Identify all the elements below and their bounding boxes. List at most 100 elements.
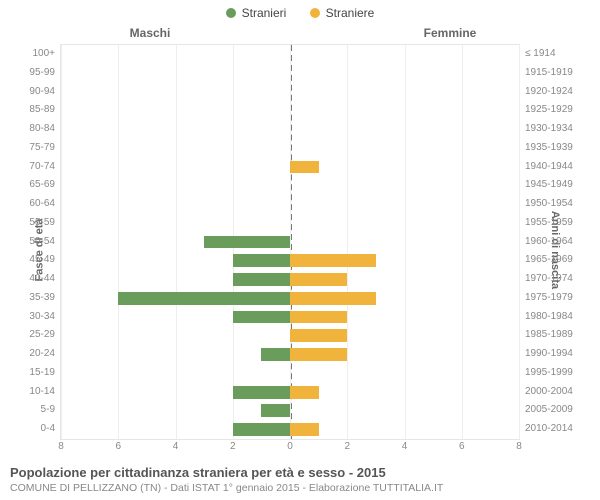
y-tick-age: 35-39 xyxy=(29,289,61,308)
y-tick-age: 45-49 xyxy=(29,251,61,270)
legend-item-female: Straniere xyxy=(310,6,375,20)
x-tick-label: 2 xyxy=(223,439,243,452)
x-tick-label: 4 xyxy=(166,439,186,452)
legend-dot-female-icon xyxy=(310,8,320,18)
legend-label-male: Stranieri xyxy=(242,6,287,20)
x-tick-label: 8 xyxy=(509,439,529,452)
y-tick-age: 95-99 xyxy=(29,64,61,83)
y-tick-age: 5-9 xyxy=(41,401,61,420)
y-tick-age: 85-89 xyxy=(29,101,61,120)
y-tick-years: 1940-1944 xyxy=(519,158,573,177)
y-tick-age: 55-59 xyxy=(29,214,61,233)
y-tick-age: 60-64 xyxy=(29,195,61,214)
bar-male xyxy=(233,254,290,267)
age-row: 55-591955-1959 xyxy=(61,214,519,233)
y-tick-years: 1990-1994 xyxy=(519,345,573,364)
y-tick-years: 1975-1979 xyxy=(519,289,573,308)
y-tick-years: 1915-1919 xyxy=(519,64,573,83)
y-tick-age: 75-79 xyxy=(29,139,61,158)
bar-male xyxy=(233,386,290,399)
age-row: 15-191995-1999 xyxy=(61,364,519,383)
bar-female xyxy=(290,254,376,267)
bar-female xyxy=(290,423,319,436)
age-row: 100+≤ 1914 xyxy=(61,45,519,64)
column-headers: Maschi Femmine xyxy=(0,26,600,46)
age-row: 5-92005-2009 xyxy=(61,401,519,420)
y-tick-age: 65-69 xyxy=(29,176,61,195)
age-row: 20-241990-1994 xyxy=(61,345,519,364)
age-row: 60-641950-1954 xyxy=(61,195,519,214)
y-tick-years: 1930-1934 xyxy=(519,120,573,139)
x-tick-label: 6 xyxy=(108,439,128,452)
bar-female xyxy=(290,311,347,324)
age-row: 85-891925-1929 xyxy=(61,101,519,120)
y-tick-years: ≤ 1914 xyxy=(519,45,556,64)
y-tick-years: 1935-1939 xyxy=(519,139,573,158)
age-row: 50-541960-1964 xyxy=(61,233,519,252)
y-tick-years: 1965-1969 xyxy=(519,251,573,270)
y-tick-age: 25-29 xyxy=(29,326,61,345)
y-tick-age: 15-19 xyxy=(29,364,61,383)
bar-male xyxy=(261,404,290,417)
bar-male xyxy=(204,236,290,249)
x-tick-label: 2 xyxy=(337,439,357,452)
x-tick-label: 8 xyxy=(51,439,71,452)
legend-label-female: Straniere xyxy=(326,6,375,20)
bar-female xyxy=(290,348,347,361)
y-tick-years: 1945-1949 xyxy=(519,176,573,195)
caption-subtitle: COMUNE DI PELLIZZANO (TN) - Dati ISTAT 1… xyxy=(10,482,590,494)
age-row: 30-341980-1984 xyxy=(61,308,519,327)
bar-female xyxy=(290,273,347,286)
y-tick-age: 20-24 xyxy=(29,345,61,364)
y-tick-age: 10-14 xyxy=(29,383,61,402)
y-tick-age: 40-44 xyxy=(29,270,61,289)
bar-female xyxy=(290,329,347,342)
bar-male xyxy=(233,311,290,324)
y-tick-age: 70-74 xyxy=(29,158,61,177)
y-tick-age: 30-34 xyxy=(29,308,61,327)
age-row: 25-291985-1989 xyxy=(61,326,519,345)
age-row: 70-741940-1944 xyxy=(61,158,519,177)
chart-container: Stranieri Straniere Maschi Femmine Fasce… xyxy=(0,0,600,500)
legend-item-male: Stranieri xyxy=(226,6,287,20)
header-male: Maschi xyxy=(0,26,300,40)
y-tick-age: 100+ xyxy=(32,45,61,64)
age-row: 90-941920-1924 xyxy=(61,83,519,102)
y-tick-years: 1925-1929 xyxy=(519,101,573,120)
header-female: Femmine xyxy=(300,26,600,40)
age-row: 45-491965-1969 xyxy=(61,251,519,270)
caption: Popolazione per cittadinanza straniera p… xyxy=(10,465,590,494)
x-tick-label: 6 xyxy=(452,439,472,452)
y-tick-age: 90-94 xyxy=(29,83,61,102)
y-tick-age: 80-84 xyxy=(29,120,61,139)
y-tick-years: 1985-1989 xyxy=(519,326,573,345)
y-tick-age: 0-4 xyxy=(41,420,61,439)
age-row: 0-42010-2014 xyxy=(61,420,519,439)
age-row: 40-441970-1974 xyxy=(61,270,519,289)
age-row: 10-142000-2004 xyxy=(61,383,519,402)
age-row: 65-691945-1949 xyxy=(61,176,519,195)
bar-male xyxy=(118,292,290,305)
y-tick-years: 2005-2009 xyxy=(519,401,573,420)
legend: Stranieri Straniere xyxy=(0,6,600,21)
y-tick-years: 1970-1974 xyxy=(519,270,573,289)
bar-female xyxy=(290,161,319,174)
age-row: 95-991915-1919 xyxy=(61,64,519,83)
age-row: 35-391975-1979 xyxy=(61,289,519,308)
bar-male xyxy=(261,348,290,361)
y-tick-years: 1980-1984 xyxy=(519,308,573,327)
caption-title: Popolazione per cittadinanza straniera p… xyxy=(10,465,590,480)
y-tick-years: 1920-1924 xyxy=(519,83,573,102)
x-tick-label: 4 xyxy=(395,439,415,452)
bar-male xyxy=(233,423,290,436)
y-tick-years: 1995-1999 xyxy=(519,364,573,383)
y-tick-years: 2000-2004 xyxy=(519,383,573,402)
age-row: 75-791935-1939 xyxy=(61,139,519,158)
legend-dot-male-icon xyxy=(226,8,236,18)
age-row: 80-841930-1934 xyxy=(61,120,519,139)
plot-area: 864202468100+≤ 191495-991915-191990-9419… xyxy=(60,44,520,440)
y-tick-years: 1955-1959 xyxy=(519,214,573,233)
y-tick-years: 2010-2014 xyxy=(519,420,573,439)
bar-male xyxy=(233,273,290,286)
y-tick-years: 1950-1954 xyxy=(519,195,573,214)
